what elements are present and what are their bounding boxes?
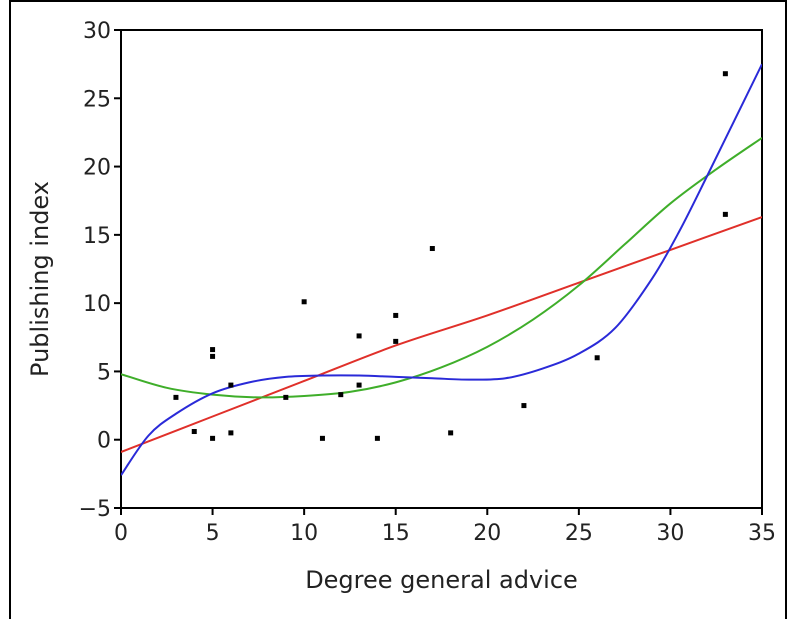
polynomial-fit-line xyxy=(121,63,762,476)
x-tick-label: 15 xyxy=(382,521,410,546)
data-point xyxy=(356,382,362,388)
y-tick-label: 10 xyxy=(83,292,111,317)
x-tick-label: 20 xyxy=(473,521,501,546)
data-point xyxy=(722,71,728,77)
linear-fit-line xyxy=(121,216,762,453)
data-point xyxy=(301,299,307,305)
data-point xyxy=(393,312,399,318)
data-point xyxy=(283,394,289,400)
plot-border xyxy=(120,29,763,509)
data-point xyxy=(356,333,362,339)
data-point xyxy=(210,347,216,353)
y-tick-label: 25 xyxy=(83,87,111,112)
plot-area xyxy=(120,29,763,509)
x-tick-label: 25 xyxy=(565,521,593,546)
data-point xyxy=(722,211,728,217)
x-tick-label: 10 xyxy=(290,521,318,546)
data-point xyxy=(393,338,399,344)
data-point xyxy=(521,403,527,409)
x-tick-label: 5 xyxy=(206,521,220,546)
y-tick-label: 0 xyxy=(97,429,111,454)
data-point xyxy=(228,430,234,436)
y-tick-label: −5 xyxy=(79,497,111,522)
x-tick-label: 30 xyxy=(656,521,684,546)
x-axis: 0 5 10 15 20 25 30 35 xyxy=(114,508,776,546)
data-point xyxy=(448,430,454,436)
y-axis: −5 0 5 10 15 20 25 30 xyxy=(79,19,121,522)
data-point xyxy=(319,435,325,441)
quadratic-fit-line xyxy=(121,137,762,399)
x-tick-label: 35 xyxy=(748,521,776,546)
x-tick-label: 0 xyxy=(114,521,128,546)
y-tick-label: 20 xyxy=(83,156,111,181)
data-point xyxy=(374,435,380,441)
fit-lines xyxy=(121,63,762,476)
data-point xyxy=(429,246,435,252)
data-point xyxy=(338,392,344,398)
y-tick-label: 5 xyxy=(97,360,111,385)
y-axis-label: Publishing index xyxy=(26,181,54,377)
y-tick-label: 15 xyxy=(83,224,111,249)
y-tick-label: 30 xyxy=(83,19,111,44)
data-point xyxy=(228,382,234,388)
data-points xyxy=(173,71,728,441)
data-point xyxy=(191,429,197,435)
data-point xyxy=(173,394,179,400)
x-axis-label: Degree general advice xyxy=(305,566,578,594)
data-point xyxy=(594,355,600,361)
data-point xyxy=(210,435,216,441)
chart-frame xyxy=(9,0,787,619)
data-point xyxy=(210,353,216,359)
